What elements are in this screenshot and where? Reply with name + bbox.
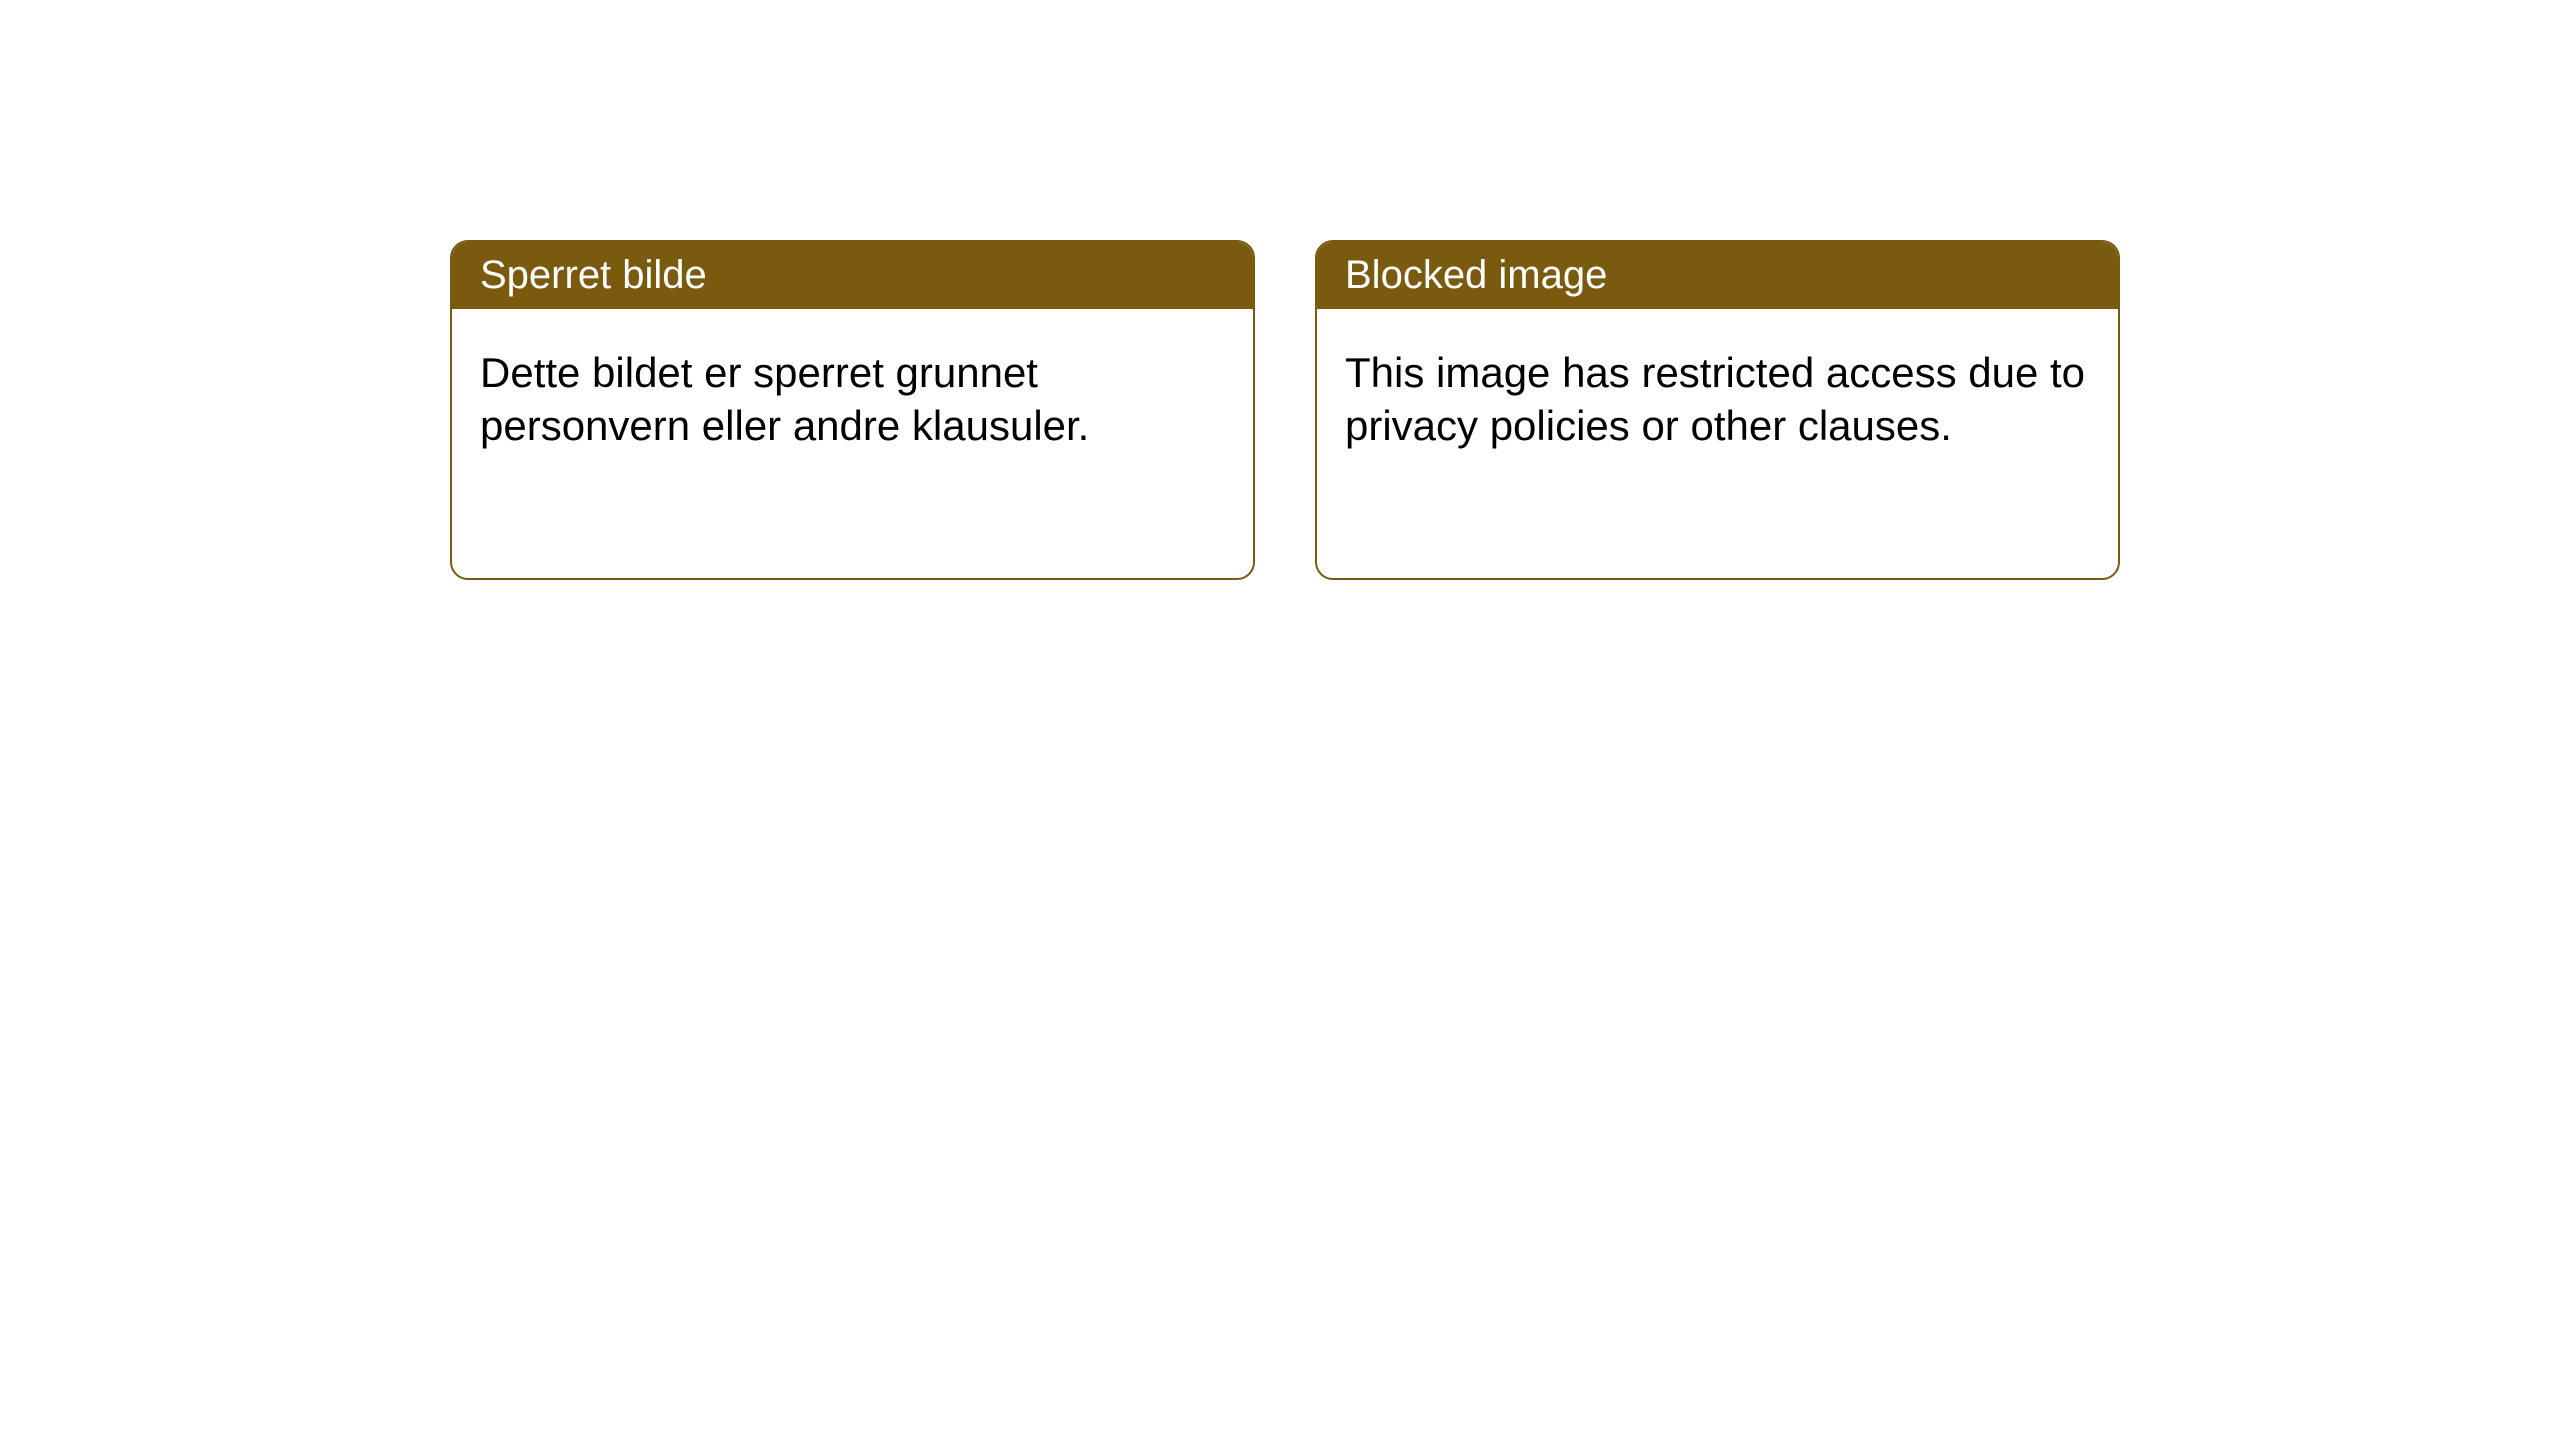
card-title: Blocked image	[1317, 242, 2118, 309]
card-body-text: Dette bildet er sperret grunnet personve…	[452, 309, 1253, 490]
blocked-image-card-no: Sperret bilde Dette bildet er sperret gr…	[450, 240, 1255, 580]
notice-cards-row: Sperret bilde Dette bildet er sperret gr…	[0, 0, 2560, 580]
blocked-image-card-en: Blocked image This image has restricted …	[1315, 240, 2120, 580]
card-title: Sperret bilde	[452, 242, 1253, 309]
card-body-text: This image has restricted access due to …	[1317, 309, 2118, 490]
